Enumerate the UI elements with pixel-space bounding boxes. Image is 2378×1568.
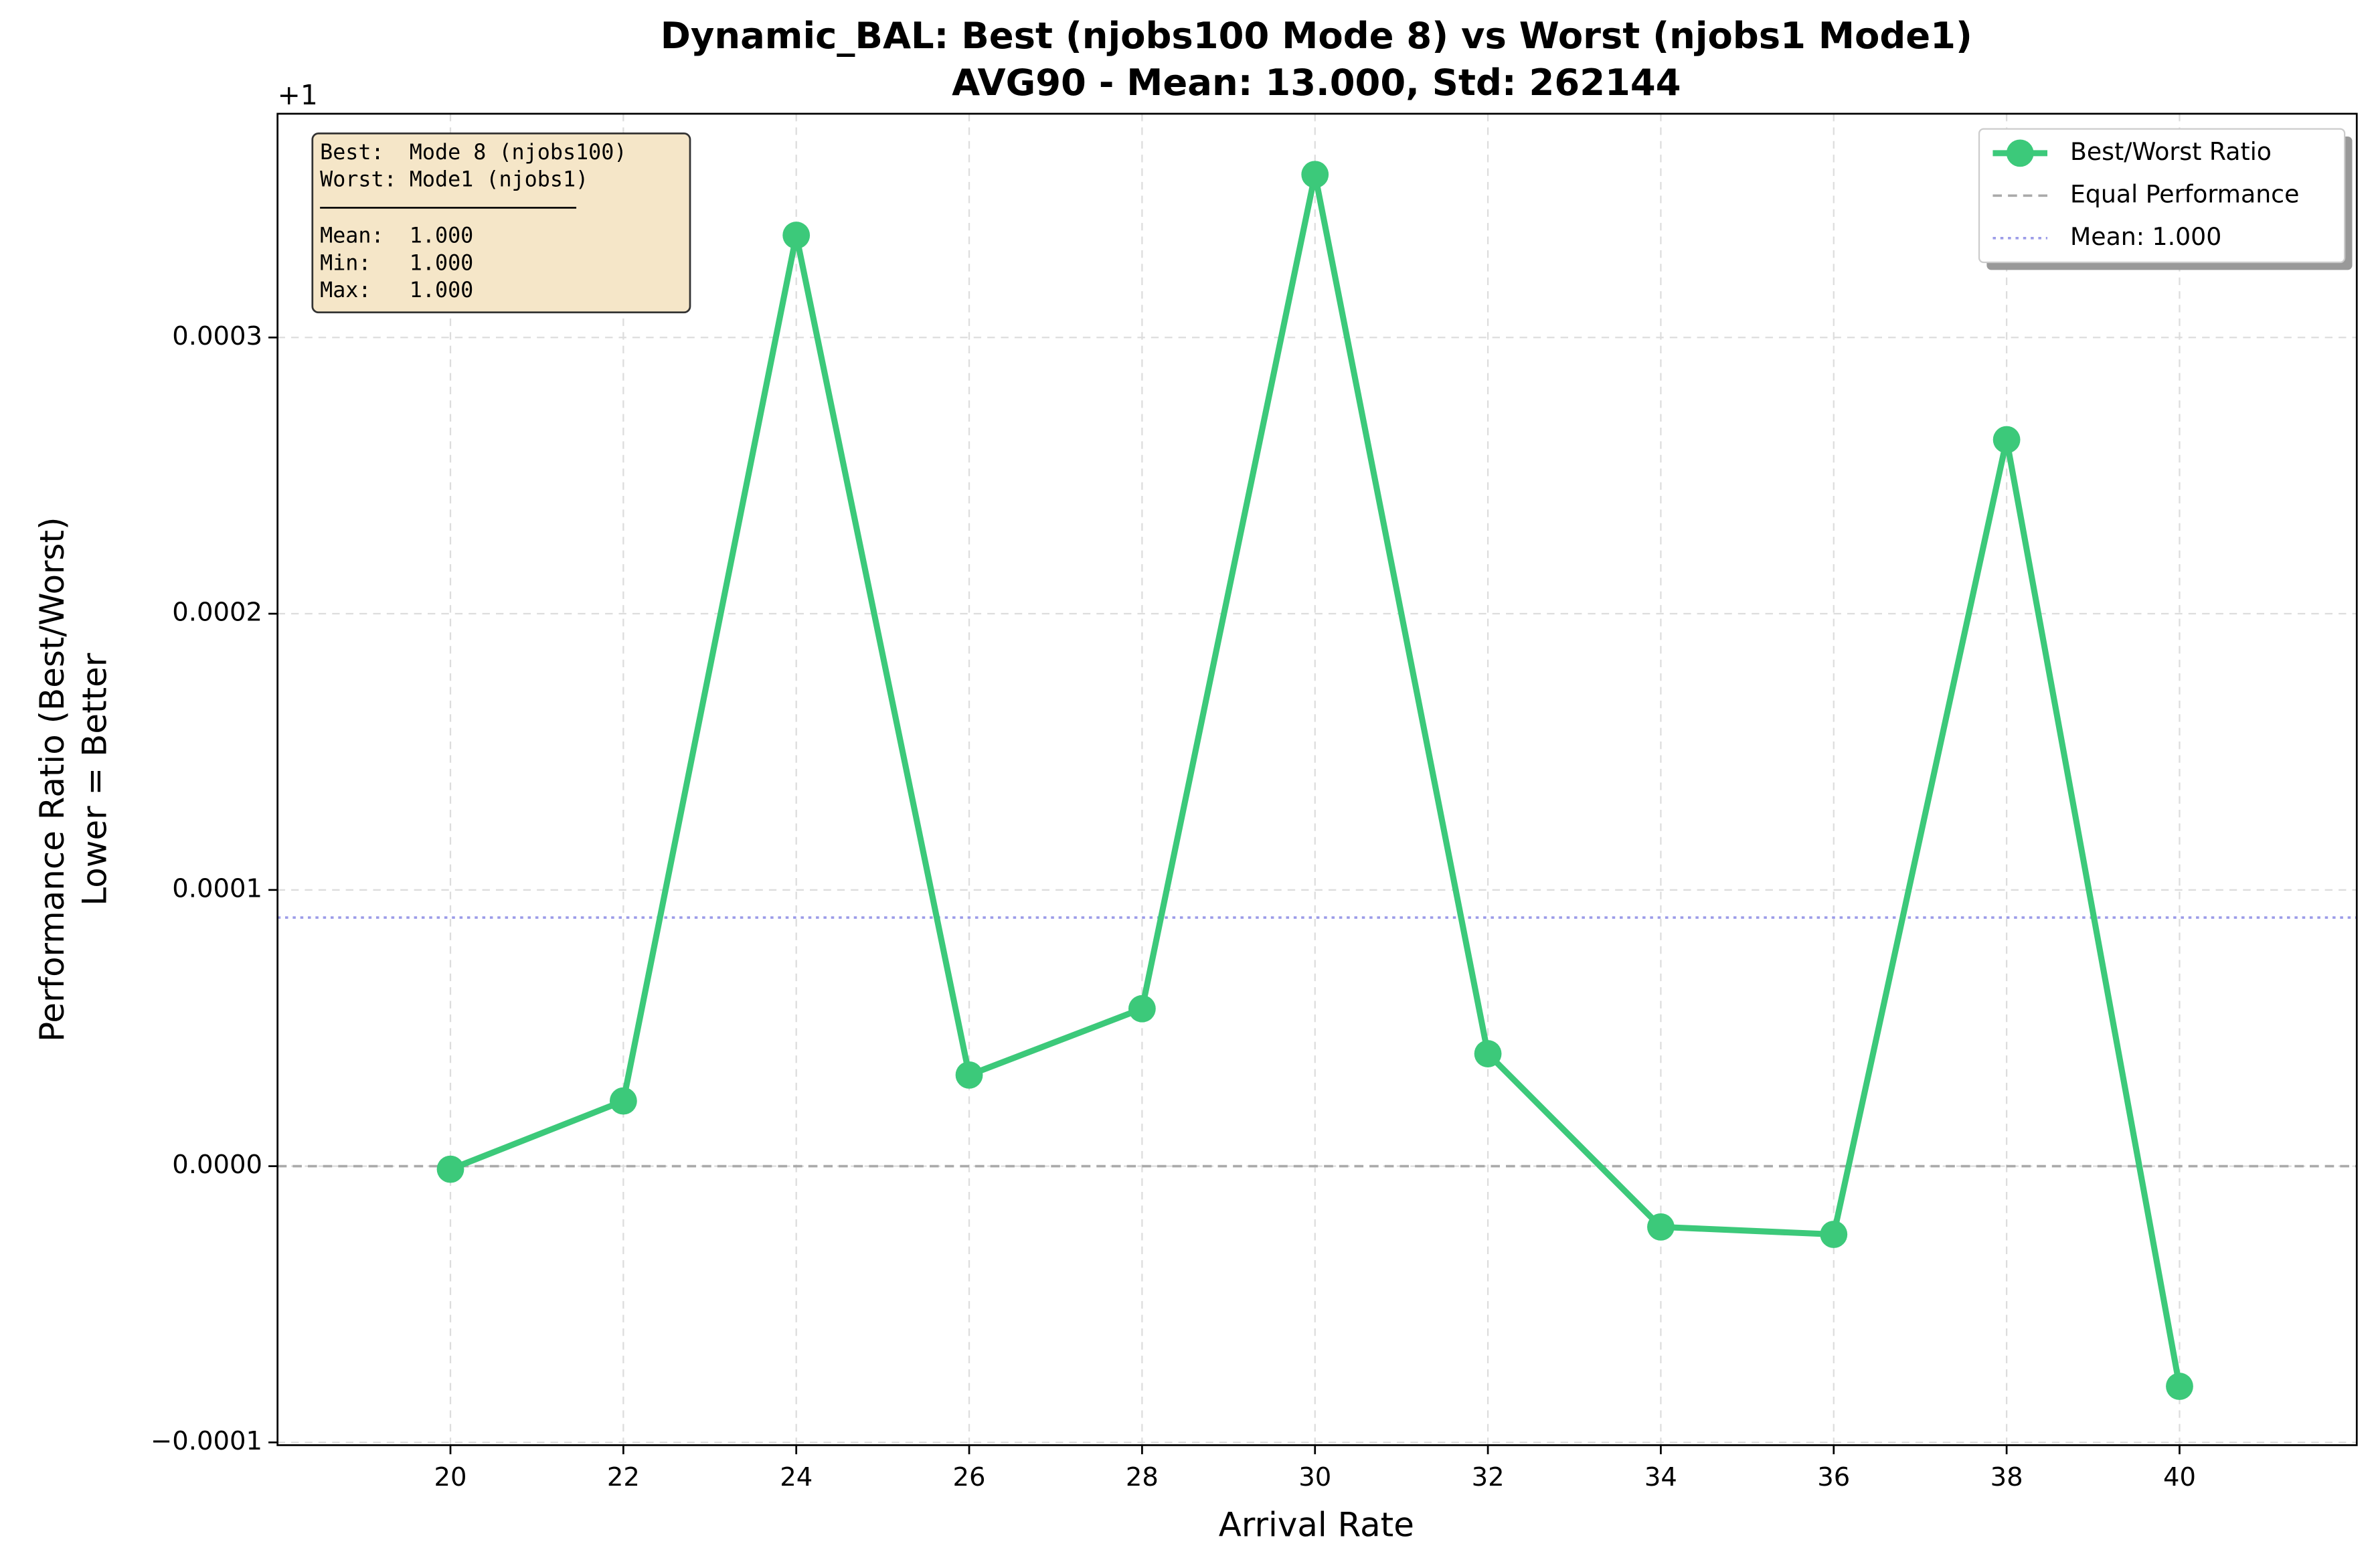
data-point — [1128, 994, 1156, 1023]
legend-label: Best/Worst Ratio — [2070, 137, 2272, 166]
y-tick-label: 0.0002 — [172, 598, 262, 628]
stats-line: Best: Mode 8 (njobs100) — [320, 141, 626, 165]
x-tick-label: 40 — [2163, 1462, 2196, 1492]
axes-frame — [276, 112, 2358, 1446]
data-point — [1474, 1040, 1502, 1067]
stats-line: Mean: 1.000 — [320, 224, 473, 248]
chart-subtitle: AVG90 - Mean: 13.000, Std: 262144 — [952, 62, 1681, 104]
data-point — [1992, 426, 2021, 454]
data-point — [2166, 1373, 2193, 1400]
data-point — [1820, 1221, 1848, 1248]
x-tick-label: 28 — [1126, 1462, 1159, 1492]
stats-box: Best: Mode 8 (njobs100) Worst: Mode1 (njo… — [311, 133, 691, 314]
chart-title: Dynamic_BAL: Best (njobs100 Mode 8) vs W… — [661, 15, 1972, 57]
x-tick-label: 34 — [1644, 1462, 1677, 1492]
x-tick-label: 26 — [953, 1462, 986, 1492]
data-point — [1647, 1213, 1675, 1241]
x-tick-label: 24 — [780, 1462, 813, 1492]
legend-bg — [1978, 128, 2346, 264]
stats-line: Max: 1.000 — [320, 278, 473, 302]
legend-marker — [2006, 139, 2034, 167]
x-tick-label: 30 — [1298, 1462, 1331, 1492]
data-point — [436, 1155, 464, 1183]
stats-line: Worst: Mode1 (njobs1) — [320, 168, 588, 192]
y-axis-label: Performance Ratio (Best/Worst) — [33, 517, 72, 1041]
x-tick-label: 22 — [607, 1462, 640, 1492]
x-tick-label: 20 — [434, 1462, 467, 1492]
stats-box-bg — [311, 133, 691, 314]
legend-label: Mean: 1.000 — [2070, 222, 2221, 251]
y-tick-label: 0.0000 — [172, 1150, 262, 1180]
data-point — [782, 222, 811, 249]
data-point — [955, 1061, 983, 1089]
legend-label: Equal Performance — [2070, 179, 2299, 208]
x-tick-label: 32 — [1472, 1462, 1505, 1492]
x-tick-label: 36 — [1817, 1462, 1850, 1492]
stats-line: Min: 1.000 — [320, 251, 473, 275]
data-point — [1301, 161, 1329, 189]
y-tick-label: −0.0001 — [151, 1426, 262, 1456]
x-axis-label: Arrival Rate — [1219, 1505, 1414, 1544]
data-line — [449, 171, 2183, 1387]
y-offset-label: +1 — [278, 79, 318, 111]
y-tick-label: 0.0001 — [172, 873, 262, 903]
x-tick-label: 38 — [1990, 1462, 2023, 1492]
y-axis-label: Lower = Better — [76, 652, 114, 905]
y-tick-label: 0.0003 — [172, 321, 262, 351]
legend: Best/Worst Ratio Equal Performance Mean: 1… — [1978, 128, 2353, 270]
data-point — [609, 1087, 637, 1115]
